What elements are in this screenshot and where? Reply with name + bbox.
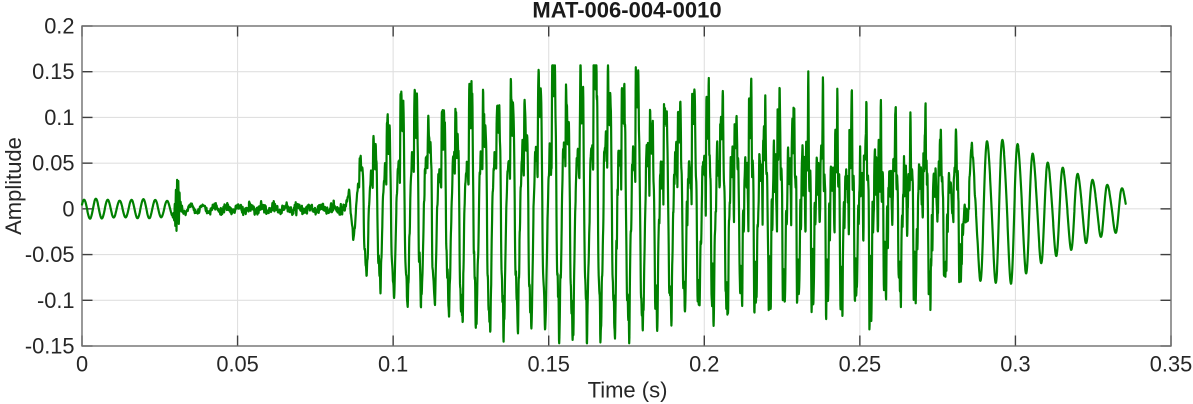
svg-text:-0.1: -0.1: [37, 288, 75, 313]
svg-text:-0.05: -0.05: [25, 242, 75, 267]
svg-text:Amplitude: Amplitude: [1, 137, 26, 235]
svg-text:0.1: 0.1: [378, 352, 408, 377]
svg-text:0: 0: [76, 352, 88, 377]
svg-text:-0.15: -0.15: [25, 334, 75, 359]
svg-text:0.2: 0.2: [689, 352, 719, 377]
svg-text:Time (s): Time (s): [588, 378, 668, 403]
svg-text:0.05: 0.05: [216, 352, 258, 377]
svg-text:0.25: 0.25: [839, 352, 881, 377]
svg-text:MAT-006-004-0010: MAT-006-004-0010: [532, 0, 721, 23]
svg-text:0.3: 0.3: [1000, 352, 1030, 377]
svg-text:0.05: 0.05: [32, 151, 74, 176]
svg-text:0.15: 0.15: [527, 352, 569, 377]
svg-text:0.35: 0.35: [1150, 352, 1192, 377]
svg-text:0.15: 0.15: [32, 59, 74, 84]
svg-text:0: 0: [62, 196, 74, 221]
svg-text:0.1: 0.1: [44, 105, 74, 130]
svg-text:0.2: 0.2: [44, 14, 74, 39]
